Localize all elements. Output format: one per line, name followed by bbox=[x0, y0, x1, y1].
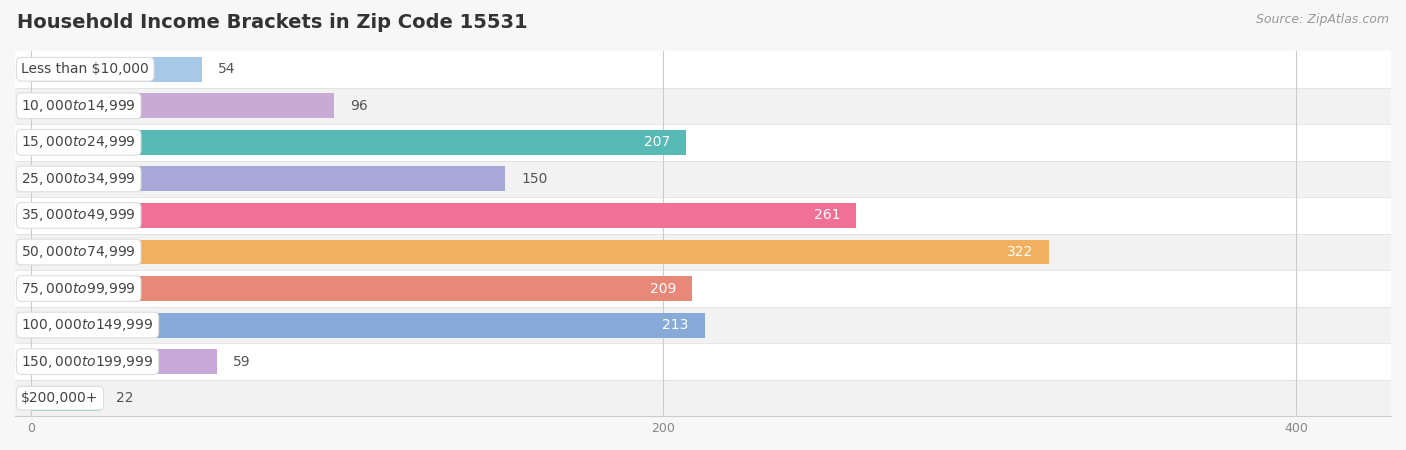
Bar bbox=[31, 386, 100, 410]
Text: 213: 213 bbox=[662, 318, 689, 332]
Bar bbox=[15, 51, 1391, 88]
Text: $35,000 to $49,999: $35,000 to $49,999 bbox=[21, 207, 136, 224]
Bar bbox=[31, 130, 686, 155]
Bar bbox=[31, 239, 1049, 265]
Text: 209: 209 bbox=[650, 282, 676, 296]
Bar bbox=[15, 270, 1391, 307]
Text: $50,000 to $74,999: $50,000 to $74,999 bbox=[21, 244, 136, 260]
Text: 22: 22 bbox=[117, 391, 134, 405]
Text: 96: 96 bbox=[350, 99, 368, 113]
Text: 150: 150 bbox=[522, 172, 547, 186]
Bar bbox=[15, 343, 1391, 380]
Bar bbox=[31, 276, 692, 301]
Bar bbox=[15, 380, 1391, 416]
Text: 261: 261 bbox=[814, 208, 841, 222]
Bar bbox=[15, 161, 1391, 197]
Text: $150,000 to $199,999: $150,000 to $199,999 bbox=[21, 354, 153, 369]
Text: 59: 59 bbox=[233, 355, 250, 369]
Bar bbox=[31, 94, 335, 118]
Text: Less than $10,000: Less than $10,000 bbox=[21, 62, 149, 76]
Bar bbox=[15, 234, 1391, 270]
Bar bbox=[15, 197, 1391, 234]
Bar bbox=[31, 349, 218, 374]
Text: $10,000 to $14,999: $10,000 to $14,999 bbox=[21, 98, 136, 114]
Text: 54: 54 bbox=[218, 62, 235, 76]
Text: 322: 322 bbox=[1007, 245, 1033, 259]
Text: $200,000+: $200,000+ bbox=[21, 391, 98, 405]
Text: 207: 207 bbox=[644, 135, 669, 149]
Text: $15,000 to $24,999: $15,000 to $24,999 bbox=[21, 135, 136, 150]
Bar bbox=[31, 57, 201, 82]
Bar bbox=[15, 88, 1391, 124]
Text: $25,000 to $34,999: $25,000 to $34,999 bbox=[21, 171, 136, 187]
Bar bbox=[31, 166, 505, 191]
Text: $100,000 to $149,999: $100,000 to $149,999 bbox=[21, 317, 153, 333]
Bar bbox=[15, 307, 1391, 343]
Text: Household Income Brackets in Zip Code 15531: Household Income Brackets in Zip Code 15… bbox=[17, 14, 527, 32]
Bar bbox=[31, 313, 704, 338]
Text: Source: ZipAtlas.com: Source: ZipAtlas.com bbox=[1256, 14, 1389, 27]
Bar bbox=[31, 203, 856, 228]
Text: $75,000 to $99,999: $75,000 to $99,999 bbox=[21, 280, 136, 297]
Bar bbox=[15, 124, 1391, 161]
